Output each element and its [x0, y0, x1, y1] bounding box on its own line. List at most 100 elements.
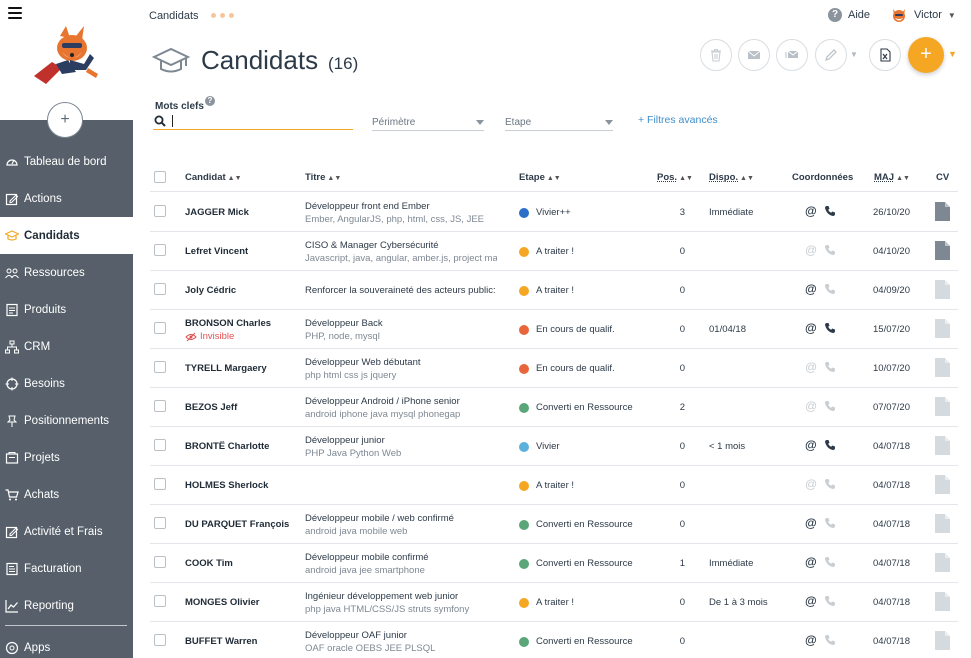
table-row[interactable]: JAGGER Mick Développeur front end Ember Em…: [150, 193, 958, 232]
stage-select[interactable]: Etape: [505, 115, 613, 131]
email-icon[interactable]: @: [805, 477, 818, 491]
table-row[interactable]: HOLMES Sherlock A traiter ! 0 @04/07/18: [150, 466, 958, 505]
candidate-name[interactable]: TYRELL Margaery: [185, 363, 267, 374]
advanced-filters-link[interactable]: + Filtres avancés: [638, 114, 718, 126]
row-checkbox[interactable]: [154, 634, 166, 646]
column-header-pos[interactable]: Pos. ▲▼: [657, 172, 693, 183]
candidate-name[interactable]: BRONSON Charles: [185, 318, 272, 329]
chevron-down-icon[interactable]: ▼: [948, 49, 957, 59]
phone-icon[interactable]: [824, 322, 836, 334]
select-all-checkbox[interactable]: [154, 171, 166, 183]
phone-icon[interactable]: [824, 595, 836, 607]
candidate-name[interactable]: BRONTË Charlotte: [185, 441, 270, 452]
candidate-name[interactable]: JAGGER Mick: [185, 207, 249, 218]
table-row[interactable]: COOK Tim Développeur mobile confirmé andro…: [150, 544, 958, 583]
column-header-candidate[interactable]: Candidat ▲▼: [185, 172, 242, 183]
sidebar-item-projects[interactable]: Projets: [0, 439, 133, 476]
email-icon[interactable]: @: [805, 594, 817, 608]
cv-document-icon[interactable]: [935, 514, 950, 533]
email-icon[interactable]: @: [805, 360, 818, 374]
row-checkbox[interactable]: [154, 283, 166, 295]
sidebar-item-dashboard[interactable]: Tableau de bord: [0, 143, 133, 180]
sidebar-item-purchases[interactable]: Achats: [0, 476, 133, 513]
candidate-name[interactable]: Lefret Vincent: [185, 246, 249, 257]
email-button[interactable]: [738, 39, 770, 71]
email-icon[interactable]: @: [805, 321, 817, 335]
table-row[interactable]: BEZOS Jeff Développeur Android / iPhone s…: [150, 388, 958, 427]
candidate-name[interactable]: BEZOS Jeff: [185, 402, 238, 413]
candidate-name[interactable]: MONGES Olivier: [185, 597, 260, 608]
phone-icon[interactable]: [824, 517, 836, 529]
sidebar-item-positionings[interactable]: Positionnements: [0, 402, 133, 439]
help-link[interactable]: ? Aide: [828, 8, 870, 22]
phone-icon[interactable]: [824, 205, 836, 217]
row-checkbox[interactable]: [154, 439, 166, 451]
sidebar-item-products[interactable]: Produits: [0, 291, 133, 328]
email-icon[interactable]: @: [805, 399, 818, 413]
column-header-dispo[interactable]: Dispo. ▲▼: [709, 172, 754, 183]
sidebar-item-crm[interactable]: CRM: [0, 328, 133, 365]
row-checkbox[interactable]: [154, 595, 166, 607]
cv-document-icon[interactable]: [935, 202, 950, 221]
email-icon[interactable]: @: [805, 555, 817, 569]
table-row[interactable]: TYRELL Margaery Développeur Web débutant p…: [150, 349, 958, 388]
table-row[interactable]: BUFFET Warren Développeur OAF junior OAF o…: [150, 622, 958, 658]
cv-document-icon[interactable]: [935, 241, 950, 260]
cv-document-icon[interactable]: [935, 592, 950, 611]
table-row[interactable]: BRONSON Charles Invisible Développeur Back…: [150, 310, 958, 349]
table-row[interactable]: MONGES Olivier Ingénieur développement we…: [150, 583, 958, 622]
phone-icon[interactable]: [824, 439, 836, 451]
add-candidate-button[interactable]: +: [908, 37, 944, 73]
table-row[interactable]: Joly Cédric Renforcer la souveraineté des…: [150, 271, 958, 310]
sidebar-item-reporting[interactable]: Reporting: [0, 587, 133, 624]
table-row[interactable]: BRONTË Charlotte Développeur junior PHP Ja…: [150, 427, 958, 466]
column-header-stage[interactable]: Etape ▲▼: [519, 172, 561, 183]
sidebar-item-activity[interactable]: Activité et Frais: [0, 513, 133, 550]
edit-button[interactable]: [815, 39, 847, 71]
cv-document-icon[interactable]: [935, 358, 950, 377]
user-menu[interactable]: Victor ▼: [890, 6, 956, 24]
row-checkbox[interactable]: [154, 517, 166, 529]
chevron-down-icon[interactable]: ▼: [850, 50, 858, 59]
phone-icon[interactable]: [824, 283, 836, 295]
perimeter-select[interactable]: Périmètre: [372, 115, 484, 131]
sidebar-item-apps[interactable]: Apps: [0, 629, 133, 658]
cv-document-icon[interactable]: [935, 475, 950, 494]
email-icon[interactable]: @: [805, 243, 818, 257]
row-checkbox[interactable]: [154, 205, 166, 217]
row-checkbox[interactable]: [154, 556, 166, 568]
sidebar-item-actions[interactable]: Actions: [0, 180, 133, 217]
candidate-name[interactable]: BUFFET Warren: [185, 636, 258, 647]
candidate-name[interactable]: Joly Cédric: [185, 285, 237, 296]
row-checkbox[interactable]: [154, 361, 166, 373]
cv-document-icon[interactable]: [935, 280, 950, 299]
row-checkbox[interactable]: [154, 244, 166, 256]
phone-icon[interactable]: [824, 400, 836, 412]
search-input[interactable]: [172, 115, 342, 127]
cv-document-icon[interactable]: [935, 553, 950, 572]
email-icon[interactable]: @: [805, 204, 817, 218]
quick-add-button[interactable]: +: [47, 102, 83, 138]
candidate-name[interactable]: DU PARQUET François: [185, 519, 290, 530]
email-icon[interactable]: @: [805, 633, 817, 647]
column-header-maj[interactable]: MAJ ▲▼: [874, 172, 910, 183]
cv-document-icon[interactable]: [935, 436, 950, 455]
sidebar-item-needs[interactable]: Besoins: [0, 365, 133, 402]
export-excel-button[interactable]: [869, 39, 901, 71]
email-icon[interactable]: @: [805, 282, 817, 296]
phone-icon[interactable]: [824, 556, 836, 568]
row-checkbox[interactable]: [154, 478, 166, 490]
row-checkbox[interactable]: [154, 322, 166, 334]
help-icon[interactable]: ?: [205, 96, 215, 106]
phone-icon[interactable]: [824, 478, 836, 490]
cv-document-icon[interactable]: [935, 397, 950, 416]
phone-icon[interactable]: [824, 244, 836, 256]
mass-email-button[interactable]: [776, 39, 808, 71]
email-icon[interactable]: @: [805, 516, 817, 530]
delete-button[interactable]: [700, 39, 732, 71]
table-row[interactable]: Lefret Vincent CISO & Manager Cybersécuri…: [150, 232, 958, 271]
cv-document-icon[interactable]: [935, 631, 950, 650]
sidebar-item-candidates[interactable]: Candidats: [0, 217, 133, 254]
row-checkbox[interactable]: [154, 400, 166, 412]
keywords-field[interactable]: [153, 113, 353, 130]
